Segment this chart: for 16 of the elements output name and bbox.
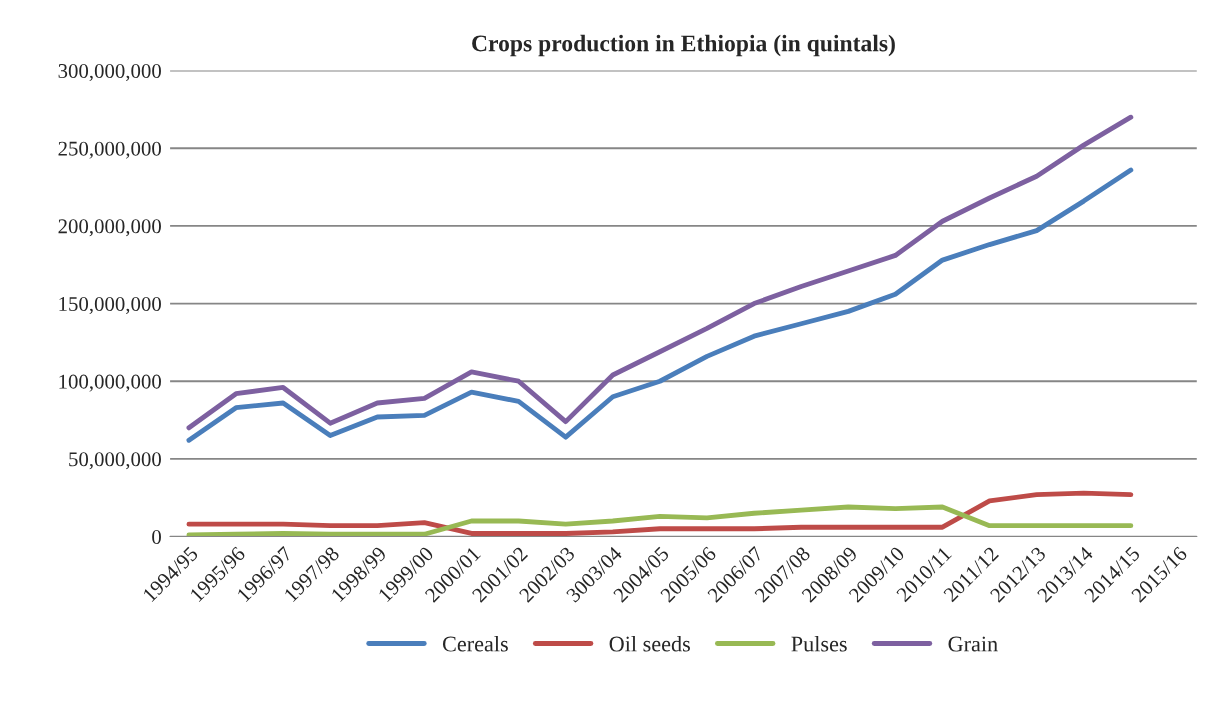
- y-tick-label: 300,000,000: [58, 63, 161, 82]
- legend-label: Oil seeds: [609, 635, 690, 652]
- line-series: [186, 504, 1134, 537]
- line-series: [186, 114, 1134, 431]
- y-tick-label: 150,000,000: [59, 296, 161, 315]
- chart-title: Crops production in Ethiopia (in quintals): [472, 34, 895, 57]
- legend-label: Cereals: [442, 635, 508, 652]
- line-series: [186, 490, 1134, 536]
- y-tick-label: 250,000,000: [58, 141, 161, 159]
- y-tick-label: 200,000,000: [58, 219, 161, 237]
- y-tick-label: 100,000,000: [59, 374, 161, 392]
- legend-label: Grain: [948, 636, 998, 652]
- legend-label: Pulses: [791, 635, 847, 652]
- y-tick-label: 0: [152, 529, 161, 544]
- line-series: [186, 167, 1134, 443]
- y-tick-label: 50,000,000: [69, 452, 161, 470]
